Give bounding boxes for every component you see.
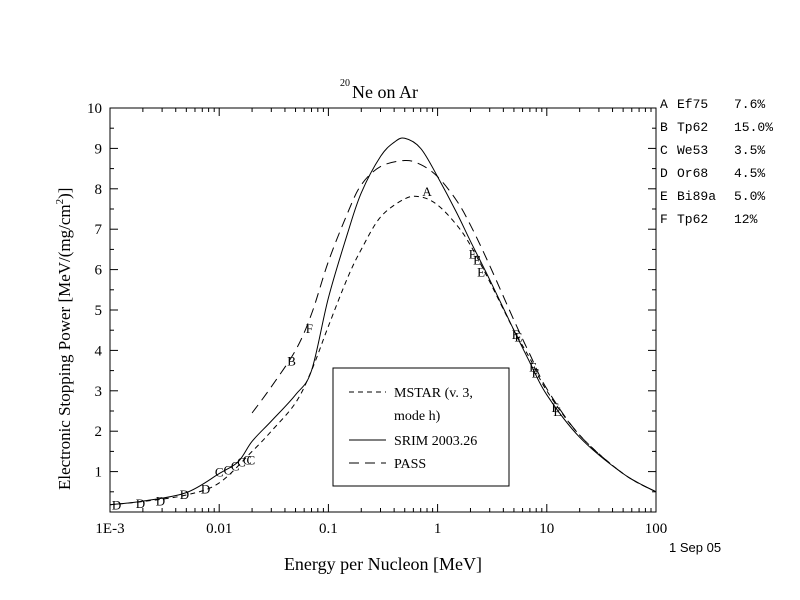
source-ref: Tp62 xyxy=(677,212,708,227)
source-error: 7.6% xyxy=(734,97,765,112)
curve-pass xyxy=(251,159,657,493)
data-point-f: F xyxy=(306,321,313,336)
y-tick-label: 10 xyxy=(87,101,102,117)
source-letter: C xyxy=(660,143,668,158)
data-point-c: C xyxy=(243,452,252,467)
y-tick-label: 6 xyxy=(95,263,103,279)
source-error: 15.0% xyxy=(734,120,773,135)
source-letter: F xyxy=(660,212,668,227)
source-ref: We53 xyxy=(677,143,708,158)
source-letter: E xyxy=(660,189,668,204)
y-tick-label: 1 xyxy=(95,465,103,481)
data-point-e: E xyxy=(553,404,561,419)
legend-label-pass: PASS xyxy=(394,457,426,472)
data-point-c: C xyxy=(231,459,240,474)
y-axis-label: Electronic Stopping Power [MeV/(mg/cm2)] xyxy=(54,188,74,490)
source-letter: B xyxy=(660,120,668,135)
y-tick-label: 5 xyxy=(95,303,103,319)
curve-srim xyxy=(109,137,657,506)
source-ref: Or68 xyxy=(677,166,708,181)
y-axis-label-main: Electronic Stopping Power [MeV/(mg/cm xyxy=(55,204,74,490)
data-point-c: C xyxy=(215,465,224,480)
x-tick-label: 1E-3 xyxy=(95,521,124,537)
x-axis-label: Energy per Nucleon [MeV] xyxy=(284,554,482,574)
x-tick-label: 1 xyxy=(434,521,442,537)
y-axis-label-end: )] xyxy=(55,188,74,199)
y-tick-label: 9 xyxy=(95,141,103,157)
date-label: 1 Sep 05 xyxy=(669,540,721,555)
data-point-d: D xyxy=(201,482,210,497)
x-tick-label: 100 xyxy=(645,521,668,537)
curve-mstar xyxy=(109,195,657,506)
data-point-e: E xyxy=(473,253,481,268)
data-point-c: C xyxy=(237,455,246,470)
data-point-a: A xyxy=(422,184,432,199)
data-point-e: E xyxy=(529,360,537,375)
data-point-c: C xyxy=(224,463,233,478)
x-tick-label: 0.1 xyxy=(319,521,338,537)
source-error: 5.0% xyxy=(734,189,765,204)
data-source-list: A Ef75 7.6% B Tp62 15.0% C We53 3.5% D Or68 4.5% E Bi… xyxy=(660,97,773,227)
data-point-b: B xyxy=(287,354,296,369)
source-error: 12% xyxy=(734,212,758,227)
y-tick-label: 7 xyxy=(95,222,103,238)
data-point-e: E xyxy=(469,246,477,261)
data-point-e: E xyxy=(532,366,540,381)
legend-label-mstar: MSTAR (v. 3, xyxy=(394,386,473,401)
data-point-d: D xyxy=(180,487,189,502)
axis-ticks: 1E-3 0.01 0.1 1 10 100 1 2 3 4 5 6 7 8 9 10 xyxy=(87,101,667,537)
legend-label-srim: SRIM 2003.26 xyxy=(394,434,477,449)
data-point-e: E xyxy=(551,400,559,415)
source-error: 4.5% xyxy=(734,166,765,181)
source-error: 3.5% xyxy=(734,143,765,158)
source-letter: D xyxy=(660,166,668,181)
source-ref: Tp62 xyxy=(677,120,708,135)
source-letter: A xyxy=(660,97,668,112)
y-axis-label-sup: 2 xyxy=(54,199,66,205)
x-tick-label: 0.01 xyxy=(206,521,232,537)
legend-box xyxy=(332,367,510,487)
x-tick-label: 10 xyxy=(539,521,554,537)
chart-title: Ne on Ar xyxy=(352,82,418,102)
data-point-d: D xyxy=(112,498,121,513)
legend-label-mstar-2: mode h) xyxy=(394,409,441,424)
data-point-e: E xyxy=(477,265,485,280)
y-tick-label: 8 xyxy=(95,182,103,198)
y-tick-label: 4 xyxy=(95,343,103,359)
y-tick-label: 2 xyxy=(95,424,103,440)
curves xyxy=(109,137,657,506)
source-ref: Ef75 xyxy=(677,97,708,112)
y-tick-label: 3 xyxy=(95,384,103,400)
data-point-e: E xyxy=(512,327,520,342)
data-point-e: E xyxy=(514,329,522,344)
legend: MSTAR (v. 3, mode h) SRIM 2003.26 PASS xyxy=(332,367,510,487)
data-point-c: C xyxy=(247,452,256,467)
data-point-d: D xyxy=(156,494,165,509)
data-point-d: D xyxy=(136,496,145,511)
chart-title-superscript: 20 xyxy=(340,78,350,89)
source-ref: Bi89a xyxy=(677,189,716,204)
